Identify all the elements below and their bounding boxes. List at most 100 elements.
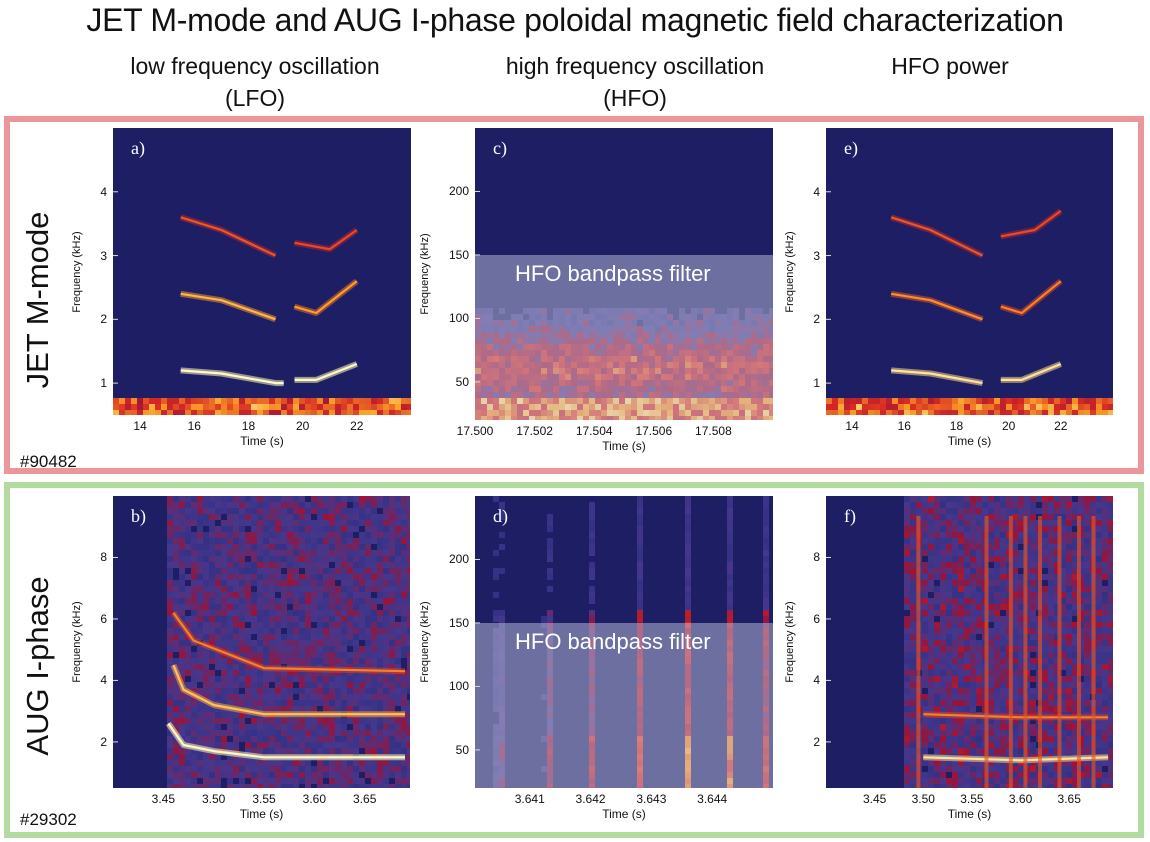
y-tick-label-f-3: 8	[813, 550, 820, 565]
x-tick-label-e-0: 14	[845, 419, 859, 433]
panel-label-a: a)	[131, 138, 145, 158]
mode-line-a-3	[294, 280, 358, 315]
x-tick-label-f-2: 3.55	[960, 792, 984, 806]
y-axis-title-a: Frequency (kHz)	[71, 230, 83, 313]
x-tick-label-c-3: 17.506	[635, 424, 673, 438]
y-tick-label-f-1: 4	[813, 673, 820, 688]
plot-background	[826, 128, 1113, 415]
spectrogram-plot-f	[826, 496, 1113, 788]
x-tick-label-c-4: 17.508	[695, 424, 732, 438]
jet-row-frame	[4, 116, 1144, 474]
x-tick-label-b-3: 3.60	[302, 792, 327, 806]
mode-line-e-5	[1000, 210, 1062, 238]
x-tick-label-b-2: 3.55	[252, 792, 276, 806]
y-tick-label-d-3: 200	[448, 552, 469, 567]
plot-background	[475, 496, 773, 788]
column-title-hfo-power: HFO power	[800, 50, 1100, 82]
mode-line-b-0	[167, 722, 405, 759]
y-tick-label-d-1: 100	[448, 679, 469, 694]
x-tick-label-e-3: 20	[1001, 419, 1016, 433]
spectrogram-panel-c: HFO bandpass filter c)	[475, 128, 773, 420]
y-tick-label-c-0: 50	[455, 374, 469, 389]
y-tick-label-e-3: 4	[813, 184, 820, 199]
y-tick-label-e-0: 1	[813, 376, 820, 391]
x-tick-label-b-1: 3.50	[201, 792, 226, 806]
spectrogram-plot-d	[475, 496, 773, 788]
spectrogram-panel-e: e)	[826, 128, 1113, 415]
x-tick-label-a-2: 18	[241, 419, 256, 433]
x-tick-label-a-3: 20	[295, 419, 310, 433]
y-tick-label-e-1: 2	[813, 312, 820, 327]
mode-line-b-1	[172, 664, 405, 716]
x-tick-label-f-4: 3.65	[1057, 792, 1081, 806]
y-tick-label-b-3: 8	[100, 550, 107, 565]
x-tick-label-d-1: 3.642	[575, 792, 606, 806]
x-axis-title-c: Time (s)	[602, 439, 646, 453]
y-tick-label-c-3: 200	[448, 184, 469, 199]
y-tick-label-f-2: 6	[813, 611, 820, 626]
y-tick-label-f-0: 2	[813, 734, 820, 749]
burst-stripe-f-5	[1057, 516, 1062, 788]
column-title-hfo-power-text: HFO power	[891, 53, 1009, 79]
x-tick-label-a-1: 16	[187, 419, 201, 433]
x-tick-label-f-3: 3.60	[1008, 792, 1033, 806]
column-title-hfo: high frequency oscillation (HFO)	[465, 50, 805, 114]
y-tick-label-b-2: 6	[100, 611, 107, 626]
burst-stripe-f-6	[1076, 516, 1081, 788]
hfo-filter-band-d	[475, 622, 773, 788]
burst-stripe-f-3	[1023, 516, 1028, 788]
y-tick-label-d-2: 150	[448, 615, 469, 630]
mode-line-a-2	[180, 292, 276, 321]
column-subtitle-lfo: (LFO)	[224, 85, 286, 111]
x-tick-label-a-4: 22	[350, 419, 364, 433]
shot-number-aug: #29302	[20, 810, 77, 829]
spectrogram-plot-a	[113, 128, 411, 415]
y-tick-label-a-3: 4	[100, 184, 107, 199]
y-tick-label-b-1: 4	[100, 673, 107, 688]
x-tick-label-e-1: 16	[897, 419, 911, 433]
column-title-lfo: low frequency oscillation (LFO)	[100, 50, 410, 114]
y-axis-title-b: Frequency (kHz)	[71, 601, 83, 683]
mode-line-a-4	[180, 216, 276, 257]
row-label-aug: AUG I-phase	[20, 576, 55, 756]
burst-stripe-f-4	[1038, 516, 1043, 788]
panel-label-e: e)	[844, 138, 858, 158]
y-tick-label-a-0: 1	[100, 376, 107, 391]
x-tick-label-d-3: 3.644	[697, 792, 728, 806]
y-axis-title-c: Frequency (kHz)	[419, 233, 431, 315]
mode-line-b-2	[172, 612, 406, 673]
burst-stripe-f-0	[916, 516, 921, 788]
y-tick-label-d-0: 50	[455, 742, 469, 757]
y-axis-title-f: Frequency (kHz)	[784, 601, 796, 683]
column-title-hfo-text: high frequency oscillation	[505, 53, 765, 79]
y-tick-label-c-2: 150	[448, 247, 469, 262]
x-tick-label-c-2: 17.504	[575, 424, 613, 438]
burst-stripe-f-7	[1091, 516, 1096, 788]
x-tick-label-c-1: 17.502	[516, 424, 553, 438]
x-tick-label-f-1: 3.50	[911, 792, 935, 806]
figure-title: JET M-mode and AUG I-phase poloidal magn…	[86, 2, 1064, 38]
x-axis-title-f: Time (s)	[947, 807, 992, 821]
spectrogram-panel-d: HFO bandpass filter d)	[475, 496, 773, 788]
mode-line-e-1	[1000, 362, 1062, 381]
mode-line-e-4	[890, 216, 983, 257]
mode-line-a-0	[180, 369, 284, 385]
hfo-filter-label-c: HFO bandpass filter	[515, 260, 711, 286]
x-axis-title-b: Time (s)	[239, 807, 284, 821]
column-subtitle-hfo: (HFO)	[603, 85, 667, 111]
shot-number-jet: #90482	[20, 452, 77, 471]
spectrogram-plot-b	[113, 496, 410, 788]
x-tick-label-c-0: 17.500	[456, 424, 494, 438]
spectrogram-panel-f: f)	[826, 496, 1113, 788]
y-axis-title-d: Frequency (kHz)	[419, 601, 431, 683]
mode-line-e-0	[891, 369, 983, 385]
mode-line-e-3	[1000, 280, 1062, 315]
panel-label-c: c)	[493, 138, 507, 158]
mode-line-a-1	[294, 362, 358, 381]
aug-row-frame	[4, 482, 1144, 838]
x-axis-title-e: Time (s)	[947, 434, 992, 448]
x-tick-label-b-4: 3.65	[353, 792, 377, 806]
plot-background	[113, 128, 411, 415]
panel-label-d: d)	[493, 506, 508, 526]
y-tick-label-a-2: 3	[100, 248, 107, 263]
